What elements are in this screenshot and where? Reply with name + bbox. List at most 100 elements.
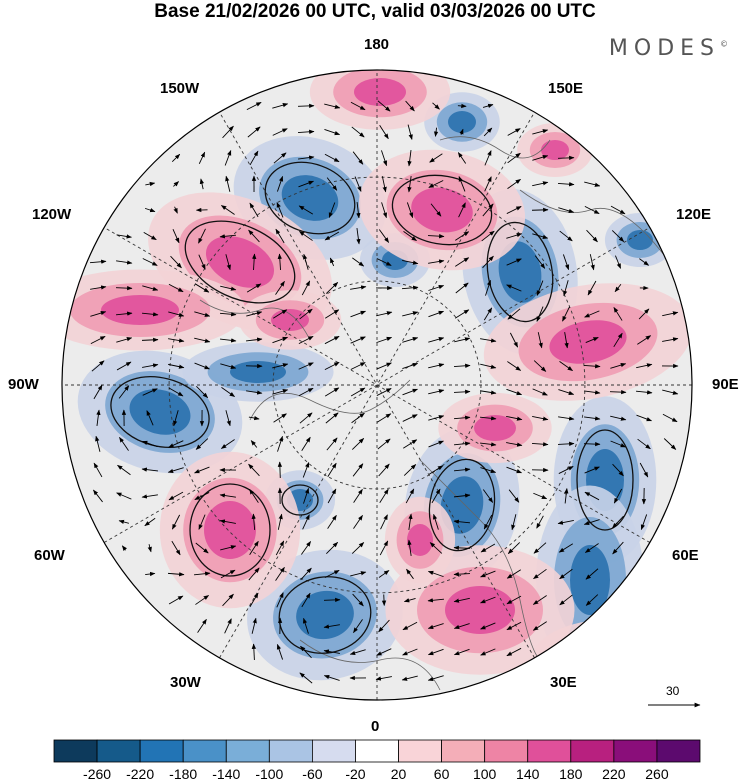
wind-vector bbox=[171, 153, 181, 163]
positive-anomaly-area bbox=[474, 415, 516, 441]
wind-vector bbox=[480, 570, 496, 578]
wind-vector bbox=[224, 618, 232, 634]
wind-vector bbox=[506, 647, 522, 657]
wind-vector bbox=[453, 623, 470, 630]
wind-vector bbox=[352, 151, 364, 165]
wind-vector bbox=[453, 467, 471, 472]
wind-vector bbox=[220, 285, 237, 291]
wind-vector bbox=[663, 438, 677, 450]
colorbar-tick-label: -100 bbox=[255, 766, 283, 782]
wind-vector bbox=[532, 181, 549, 187]
colorbar-tick-label: -20 bbox=[345, 766, 365, 782]
wind-vector bbox=[273, 152, 287, 164]
wind-vector bbox=[349, 649, 366, 655]
colorbar-tick-label: 140 bbox=[516, 766, 540, 782]
wind-vector bbox=[536, 515, 544, 529]
wind-vector bbox=[428, 465, 444, 475]
colorbar-swatch bbox=[484, 739, 529, 763]
wind-vector bbox=[406, 568, 414, 580]
wind-vector bbox=[429, 542, 443, 554]
wind-vector bbox=[195, 438, 209, 450]
wind-vector bbox=[298, 387, 314, 397]
wind-vector bbox=[403, 439, 418, 449]
colorbar-swatch bbox=[96, 739, 141, 763]
lon-label-150e: 150E bbox=[548, 80, 584, 97]
wind-vector bbox=[613, 306, 623, 321]
wind-vector bbox=[376, 362, 392, 370]
wind-vector bbox=[327, 462, 337, 478]
wind-vector bbox=[428, 284, 445, 291]
wind-vector bbox=[172, 229, 180, 244]
colorbar-swatch bbox=[182, 739, 227, 763]
wind-vector bbox=[405, 488, 415, 504]
wind-vector bbox=[557, 155, 575, 161]
wind-vector bbox=[430, 203, 442, 217]
wind-vector bbox=[324, 153, 340, 163]
wind-vector bbox=[612, 541, 624, 555]
wind-vector bbox=[246, 311, 263, 317]
positive-anomaly-area bbox=[204, 501, 256, 559]
wind-vector bbox=[275, 540, 285, 556]
wind-vector bbox=[246, 101, 262, 111]
wind-vector bbox=[324, 103, 341, 109]
wind-vector bbox=[198, 151, 206, 164]
wind-vector bbox=[222, 593, 234, 607]
colorbar-swatch bbox=[268, 739, 313, 763]
wind-vector bbox=[351, 412, 365, 424]
wind-vector bbox=[168, 283, 184, 293]
wind-vector bbox=[91, 360, 105, 372]
wind-vector bbox=[147, 544, 152, 553]
wind-vector bbox=[453, 648, 470, 656]
wind-vector bbox=[220, 205, 235, 215]
contour-line bbox=[264, 161, 356, 235]
wind-vector bbox=[301, 436, 311, 451]
wind-vector bbox=[194, 466, 210, 474]
wind-vector bbox=[533, 568, 547, 580]
wind-vector bbox=[194, 283, 210, 293]
lon-label-30e: 30E bbox=[550, 674, 577, 691]
wind-vector bbox=[222, 125, 234, 139]
wind-vector bbox=[246, 283, 262, 293]
wind-vector bbox=[511, 514, 517, 531]
wind-vector bbox=[376, 258, 392, 266]
wind-vector bbox=[403, 230, 417, 242]
wind-vector bbox=[432, 513, 439, 530]
wind-vector bbox=[459, 128, 464, 135]
wind-vector bbox=[584, 543, 599, 553]
wind-vector bbox=[480, 338, 497, 343]
wind-vector bbox=[301, 280, 311, 296]
wind-vector bbox=[454, 337, 471, 343]
wind-vector bbox=[379, 125, 389, 140]
wind-vector bbox=[532, 595, 547, 605]
wind-vector bbox=[613, 488, 623, 504]
wind-vector bbox=[485, 279, 492, 296]
wind-vector bbox=[168, 363, 185, 369]
colorbar-swatch bbox=[355, 739, 399, 763]
wind-vector bbox=[251, 617, 257, 634]
wind-vector bbox=[609, 389, 627, 395]
wind-vector bbox=[116, 492, 132, 500]
wind-vector bbox=[376, 311, 393, 317]
colorbar-swatch bbox=[656, 739, 701, 763]
wind-vector bbox=[532, 388, 548, 396]
positive-anomaly-area bbox=[411, 187, 473, 233]
wind-vector bbox=[118, 519, 129, 525]
wind-vector bbox=[537, 332, 543, 349]
wind-vector bbox=[480, 467, 497, 474]
wind-vector bbox=[506, 466, 523, 474]
positive-anomaly-area bbox=[354, 78, 406, 106]
wind-vector bbox=[302, 617, 309, 634]
wind-vector bbox=[142, 388, 158, 396]
wind-vector bbox=[428, 180, 444, 188]
positive-anomaly-area bbox=[205, 236, 275, 288]
map-boundary bbox=[61, 69, 693, 701]
wind-vector bbox=[376, 648, 392, 656]
wind-vector bbox=[376, 413, 392, 423]
wind-vector bbox=[427, 598, 445, 603]
wind-vector bbox=[457, 152, 467, 164]
wind-vector bbox=[427, 623, 444, 630]
colorbar-swatch bbox=[570, 739, 615, 763]
wind-vector bbox=[559, 230, 573, 242]
wind-vector bbox=[298, 362, 314, 370]
coastline bbox=[199, 299, 311, 341]
